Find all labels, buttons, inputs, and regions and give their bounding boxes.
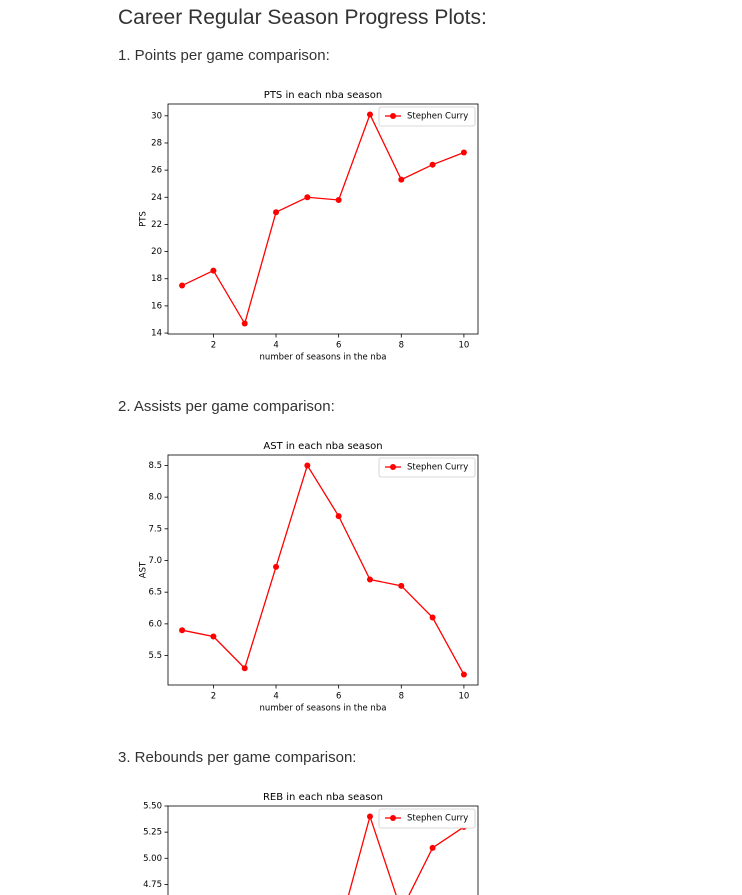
chart-title: REB in each nba season [263,792,383,803]
data-point [335,513,342,520]
x-tick-label: 10 [458,692,469,702]
y-tick-label: 7.5 [148,524,162,534]
legend-marker [390,815,396,821]
y-tick-label: 22 [151,220,162,230]
y-tick-label: 16 [151,301,162,311]
data-point [273,209,280,216]
data-line [181,463,465,675]
y-tick-label: 30 [151,111,162,121]
data-point [304,462,311,469]
x-axis-label: number of seasons in the nba [260,704,387,714]
data-point [429,614,436,621]
x-tick-label: 4 [273,341,278,351]
data-point [398,176,405,183]
x-axis-label: number of seasons in the nba [260,353,387,363]
data-point [179,627,186,634]
y-tick-label: 28 [151,138,162,148]
y-tick-label: 6.0 [148,619,162,629]
data-point [179,282,186,289]
legend-box [378,457,476,478]
data-point [460,671,467,678]
x-tick-label: 4 [273,692,278,702]
x-tick-label: 8 [399,341,404,351]
data-point [304,194,311,201]
y-tick-label: 5.25 [143,828,162,838]
y-tick-label: 20 [151,247,162,257]
y-tick-label: 18 [151,274,162,284]
y-tick-label: 4.75 [143,880,162,890]
data-point [210,633,217,640]
data-point [366,576,373,583]
y-tick-label: 5.50 [143,802,162,812]
data-line [347,814,465,895]
y-tick-label: 14 [151,329,162,339]
x-tick-label: 2 [211,692,216,702]
data-point [241,320,248,327]
y-tick-label: 8.5 [148,461,162,471]
chart-title: PTS in each nba season [264,90,382,101]
data-point [366,111,373,118]
data-point [241,665,248,672]
x-tick-label: 6 [336,692,341,702]
legend-label: Stephen Curry [407,112,468,122]
x-tick-label: 2 [211,341,216,351]
legend-label: Stephen Curry [407,463,468,473]
data-line [181,112,465,326]
y-tick-label: 8.0 [148,493,162,503]
section-heading: 1. Points per game comparison: [118,47,330,64]
heading: Career Regular Season Progress Plots: [118,6,487,29]
legend-box [378,106,476,127]
y-tick-label: 7.0 [148,556,162,566]
legend-label: Stephen Curry [407,814,468,824]
data-point [273,563,280,570]
y-tick-label: 24 [151,193,162,203]
x-tick-label: 10 [458,341,469,351]
section-heading: 2. Assists per game comparison: [118,398,335,415]
y-tick-label: 5.00 [143,854,162,864]
data-point [429,844,436,851]
data-point [429,161,436,168]
legend-marker [390,464,396,470]
y-axis-label: PTS [139,211,149,227]
y-tick-label: 5.5 [148,651,162,661]
section-heading: 3. Rebounds per game comparison: [118,749,356,766]
data-point [335,196,342,203]
legend-box [378,808,476,829]
axes-frame [167,103,479,335]
y-axis-label: AST [139,561,149,578]
data-point [210,267,217,274]
x-tick-label: 6 [336,341,341,351]
legend-marker [390,113,396,119]
axes-frame [167,805,479,895]
data-point [366,813,373,820]
y-tick-label: 6.5 [148,588,162,598]
data-point [398,582,405,589]
axes-frame [167,454,479,686]
chart-title: AST in each nba season [263,441,382,452]
x-tick-label: 8 [399,692,404,702]
data-point [460,149,467,156]
y-tick-label: 26 [151,166,162,176]
